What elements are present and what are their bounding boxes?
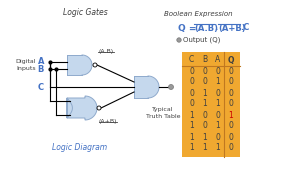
Text: 0: 0 <box>228 100 233 109</box>
Text: Truth Table: Truth Table <box>146 114 180 119</box>
Text: 0: 0 <box>215 88 220 98</box>
Text: 1: 1 <box>189 122 194 130</box>
Text: Q =: Q = <box>178 23 196 33</box>
Text: 1: 1 <box>215 143 220 153</box>
Text: (A.B): (A.B) <box>194 23 218 33</box>
Wedge shape <box>82 55 92 75</box>
Text: Digital: Digital <box>16 59 36 64</box>
Text: Output (Q): Output (Q) <box>183 37 220 43</box>
Text: B: B <box>202 56 207 64</box>
Text: 0: 0 <box>189 77 194 87</box>
Polygon shape <box>67 96 97 120</box>
Text: (A+B): (A+B) <box>218 23 246 33</box>
Text: 0: 0 <box>228 143 233 153</box>
Text: 1: 1 <box>215 77 220 87</box>
Circle shape <box>97 106 101 110</box>
Circle shape <box>168 85 173 90</box>
Text: 0: 0 <box>189 88 194 98</box>
Text: 0: 0 <box>215 132 220 142</box>
Text: Inputs: Inputs <box>16 66 36 71</box>
Text: 0: 0 <box>228 132 233 142</box>
Text: 1: 1 <box>202 100 207 109</box>
Text: 0: 0 <box>228 77 233 87</box>
Text: B: B <box>38 64 44 74</box>
Bar <box>134 76 148 98</box>
Text: 1: 1 <box>189 111 194 119</box>
Text: 1: 1 <box>215 122 220 130</box>
Text: C: C <box>38 82 44 91</box>
Text: 1: 1 <box>228 111 233 119</box>
Text: 1: 1 <box>202 132 207 142</box>
Text: 1: 1 <box>202 88 207 98</box>
Text: 1: 1 <box>189 132 194 142</box>
Text: 0: 0 <box>202 77 207 87</box>
Text: A: A <box>215 56 220 64</box>
Text: Logic Diagram: Logic Diagram <box>52 143 108 153</box>
Text: 0: 0 <box>215 67 220 75</box>
Text: Q: Q <box>227 56 234 64</box>
Text: 0: 0 <box>215 111 220 119</box>
Text: 0: 0 <box>189 100 194 109</box>
Text: 0: 0 <box>228 88 233 98</box>
Circle shape <box>93 63 97 67</box>
Text: 0: 0 <box>202 122 207 130</box>
Text: Typical: Typical <box>152 107 174 112</box>
Text: 0: 0 <box>228 67 233 75</box>
Text: 1: 1 <box>189 143 194 153</box>
Text: .: . <box>214 23 217 33</box>
Text: 0: 0 <box>202 111 207 119</box>
Text: .C: .C <box>240 23 249 33</box>
FancyBboxPatch shape <box>182 52 240 157</box>
Text: Logic Gates: Logic Gates <box>63 8 107 17</box>
Text: 1: 1 <box>215 100 220 109</box>
Circle shape <box>177 38 181 42</box>
Text: A: A <box>38 57 44 67</box>
Text: (A.B): (A.B) <box>98 49 113 54</box>
Text: Boolean Expression: Boolean Expression <box>164 11 232 17</box>
Text: 0: 0 <box>202 67 207 75</box>
Wedge shape <box>148 76 159 98</box>
Text: 0: 0 <box>189 67 194 75</box>
Text: C: C <box>189 56 194 64</box>
Text: 1: 1 <box>202 143 207 153</box>
Text: (A+B): (A+B) <box>99 119 117 124</box>
Bar <box>67 55 82 75</box>
Text: 0: 0 <box>228 122 233 130</box>
